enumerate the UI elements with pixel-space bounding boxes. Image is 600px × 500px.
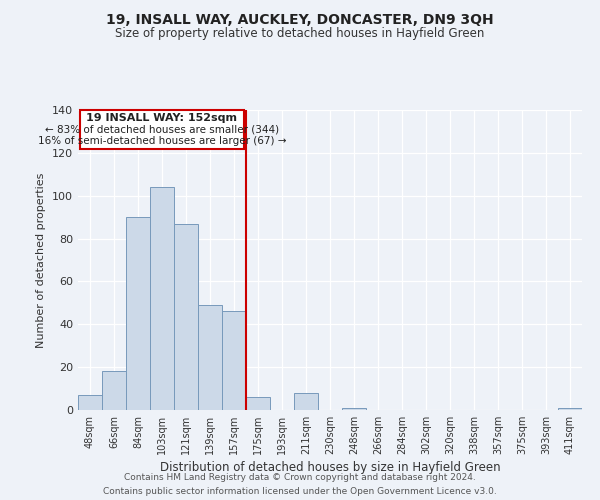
Bar <box>558 408 582 410</box>
Text: Contains HM Land Registry data © Crown copyright and database right 2024.: Contains HM Land Registry data © Crown c… <box>124 473 476 482</box>
Bar <box>102 372 126 410</box>
Bar <box>174 224 198 410</box>
Text: Contains public sector information licensed under the Open Government Licence v3: Contains public sector information licen… <box>103 486 497 496</box>
Text: Size of property relative to detached houses in Hayfield Green: Size of property relative to detached ho… <box>115 28 485 40</box>
Bar <box>198 305 222 410</box>
Text: 19 INSALL WAY: 152sqm: 19 INSALL WAY: 152sqm <box>86 112 238 122</box>
Bar <box>150 187 174 410</box>
Y-axis label: Number of detached properties: Number of detached properties <box>37 172 46 348</box>
Text: 19, INSALL WAY, AUCKLEY, DONCASTER, DN9 3QH: 19, INSALL WAY, AUCKLEY, DONCASTER, DN9 … <box>106 12 494 26</box>
Text: 16% of semi-detached houses are larger (67) →: 16% of semi-detached houses are larger (… <box>38 136 286 146</box>
Bar <box>126 217 150 410</box>
X-axis label: Distribution of detached houses by size in Hayfield Green: Distribution of detached houses by size … <box>160 461 500 474</box>
Bar <box>342 408 366 410</box>
Text: ← 83% of detached houses are smaller (344): ← 83% of detached houses are smaller (34… <box>45 124 279 134</box>
Bar <box>222 312 246 410</box>
Bar <box>246 397 270 410</box>
Bar <box>80 110 244 148</box>
Bar <box>294 393 318 410</box>
Bar <box>78 395 102 410</box>
